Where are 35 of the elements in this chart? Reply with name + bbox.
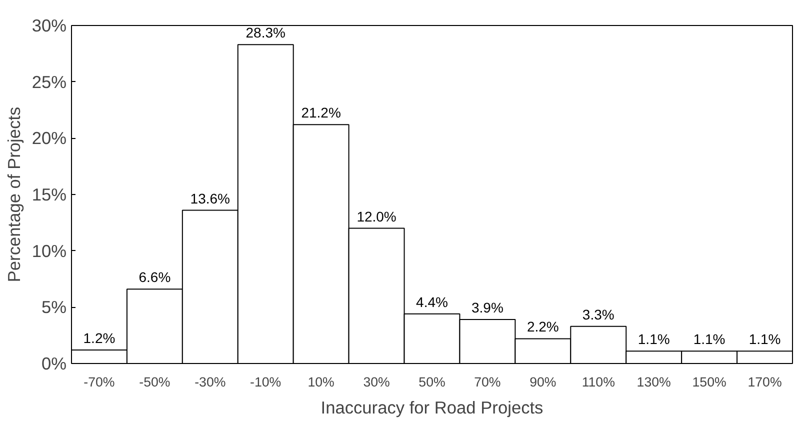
data-label: 6.6% bbox=[138, 269, 171, 286]
data-label: 1.1% bbox=[638, 331, 670, 348]
x-axis-title: Inaccuracy for Road Projects bbox=[320, 398, 544, 418]
y-tick-label: 5% bbox=[41, 297, 66, 318]
data-label: 21.2% bbox=[301, 104, 341, 121]
data-label: 4.4% bbox=[416, 294, 448, 310]
data-label: 12.0% bbox=[356, 208, 396, 224]
y-tick-label: 25% bbox=[32, 72, 67, 92]
x-tick-label: 30% bbox=[363, 374, 390, 390]
x-tick-label: 10% bbox=[308, 374, 335, 390]
data-label: 2.2% bbox=[526, 318, 559, 335]
data-label: 3.3% bbox=[582, 306, 614, 322]
y-axis-title: Percentage of Projects bbox=[4, 106, 24, 282]
x-tick-label: -10% bbox=[250, 374, 282, 390]
y-tick-label: 10% bbox=[32, 240, 67, 261]
data-label: 1.2% bbox=[83, 330, 116, 346]
x-tick-label: 110% bbox=[582, 374, 616, 390]
data-label: 3.9% bbox=[472, 300, 504, 316]
y-tick-label: 15% bbox=[32, 184, 67, 204]
data-label: 28.3% bbox=[246, 24, 286, 41]
x-tick-label: 50% bbox=[418, 374, 446, 390]
y-tick-label: 20% bbox=[32, 128, 67, 148]
y-tick-label: 30% bbox=[32, 16, 67, 36]
data-label: 1.1% bbox=[748, 331, 781, 348]
x-tick-label: 90% bbox=[530, 374, 556, 390]
y-tick-label: 0% bbox=[41, 354, 66, 374]
data-label: 1.1% bbox=[693, 331, 726, 348]
x-tick-label: 150% bbox=[692, 374, 726, 390]
x-tick-label: 70% bbox=[474, 374, 501, 390]
x-tick-label: 170% bbox=[748, 374, 782, 390]
x-tick-label: -30% bbox=[194, 374, 226, 390]
data-label: 13.6% bbox=[190, 190, 230, 206]
x-tick-label: 130% bbox=[636, 374, 672, 390]
x-tick-label: -50% bbox=[139, 374, 170, 390]
x-tick-label: -70% bbox=[84, 374, 115, 390]
